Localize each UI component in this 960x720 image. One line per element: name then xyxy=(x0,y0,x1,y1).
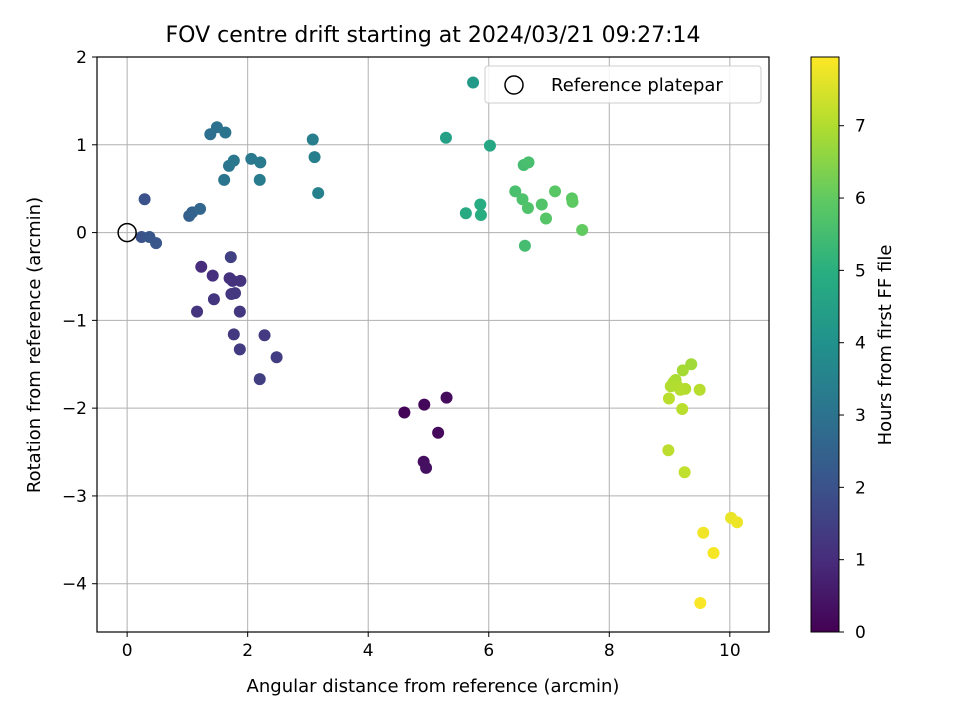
colorbar-label: Hours from first FF file xyxy=(875,245,896,446)
data-point xyxy=(662,444,675,457)
x-tick-label: 2 xyxy=(242,641,253,661)
colorbar-tick-label: 1 xyxy=(855,551,866,571)
data-point xyxy=(549,185,562,198)
points-layer xyxy=(135,76,744,610)
data-point xyxy=(535,198,548,211)
data-point xyxy=(312,187,325,200)
data-point xyxy=(439,131,452,144)
data-point xyxy=(540,212,553,225)
data-point xyxy=(218,173,231,186)
grid-layer xyxy=(97,56,769,632)
data-point xyxy=(224,251,237,264)
colorbar-tick-label: 4 xyxy=(855,334,866,354)
data-point xyxy=(219,126,232,139)
y-tick-label: −4 xyxy=(62,575,87,595)
data-point xyxy=(731,516,744,529)
data-point xyxy=(432,426,445,439)
data-point xyxy=(694,597,707,610)
legend-box xyxy=(484,65,762,104)
data-point xyxy=(229,287,242,300)
data-point xyxy=(138,193,151,206)
data-point xyxy=(270,351,283,364)
data-point xyxy=(245,152,258,165)
data-point xyxy=(678,466,691,479)
data-point xyxy=(233,343,246,356)
reference-marker xyxy=(117,222,137,243)
data-point xyxy=(576,223,589,236)
data-point xyxy=(227,328,240,341)
data-point xyxy=(676,364,689,377)
data-point xyxy=(194,202,207,215)
colorbar-tick-label: 0 xyxy=(855,623,866,643)
data-point xyxy=(676,403,689,416)
y-axis: −4 −3 −2 −1 0 1 2 xyxy=(62,48,97,595)
chart-title: FOV centre drift starting at 2024/03/21 … xyxy=(166,23,701,48)
y-tick-label: −3 xyxy=(62,487,87,507)
data-point xyxy=(191,305,204,318)
data-point xyxy=(674,383,687,396)
data-point xyxy=(474,209,487,222)
data-point xyxy=(518,239,531,252)
data-point xyxy=(253,173,266,186)
x-tick-label: 0 xyxy=(122,641,133,661)
data-point xyxy=(693,383,706,396)
data-point xyxy=(254,156,267,169)
colorbar-tick-label: 3 xyxy=(855,406,866,426)
data-point xyxy=(308,151,321,164)
x-tick-label: 4 xyxy=(363,641,374,661)
colorbar-tick-label: 2 xyxy=(855,478,866,498)
colorbar-tick-label: 5 xyxy=(855,261,866,281)
data-point xyxy=(467,76,480,89)
legend: Reference platepar xyxy=(484,65,762,104)
data-point xyxy=(234,274,247,287)
data-point xyxy=(566,195,579,208)
data-point xyxy=(662,392,675,405)
data-point xyxy=(707,546,720,559)
reference-platepar-marker xyxy=(117,222,137,243)
colorbar-tick-label: 7 xyxy=(855,117,866,137)
y-tick-label: 1 xyxy=(76,136,87,156)
data-point xyxy=(664,380,677,393)
data-point xyxy=(398,406,411,419)
x-axis: 0 2 4 6 8 10 xyxy=(122,632,741,661)
y-axis-label: Rotation from reference (arcmin) xyxy=(24,197,45,493)
legend-marker xyxy=(504,75,524,95)
data-point xyxy=(253,373,266,386)
plot-frame xyxy=(96,56,770,633)
y-tick-label: 2 xyxy=(76,48,87,68)
data-point xyxy=(150,237,163,250)
data-point xyxy=(483,139,496,152)
y-tick-label: 0 xyxy=(76,224,87,244)
data-point xyxy=(258,329,271,342)
data-point xyxy=(509,185,522,198)
data-point xyxy=(516,193,529,206)
data-point xyxy=(195,260,208,273)
data-point xyxy=(233,305,246,318)
data-point xyxy=(474,198,487,211)
data-point xyxy=(420,461,433,474)
data-point xyxy=(418,398,431,411)
data-point xyxy=(697,526,710,539)
y-tick-label: −2 xyxy=(62,399,87,419)
x-tick-label: 8 xyxy=(604,641,615,661)
legend-entry-reference: Reference platepar xyxy=(551,75,723,96)
data-point xyxy=(306,133,319,146)
colorbar-ticks: 0 1 2 3 4 5 6 7 xyxy=(839,117,866,643)
data-point xyxy=(522,156,535,169)
data-point xyxy=(440,391,453,404)
x-tick-label: 6 xyxy=(483,641,494,661)
y-tick-label: −1 xyxy=(62,311,87,331)
data-point xyxy=(459,207,472,220)
x-tick-label: 10 xyxy=(719,641,741,661)
x-axis-label: Angular distance from reference (arcmin) xyxy=(247,676,620,697)
data-point xyxy=(227,154,240,167)
data-point xyxy=(207,293,220,306)
colorbar-tick-label: 6 xyxy=(855,189,866,209)
colorbar-gradient xyxy=(810,56,840,633)
colorbar: 0 1 2 3 4 5 6 7 Hours from first FF file xyxy=(810,56,896,643)
data-point xyxy=(521,201,534,214)
data-point xyxy=(206,269,219,282)
data-point xyxy=(685,358,698,371)
